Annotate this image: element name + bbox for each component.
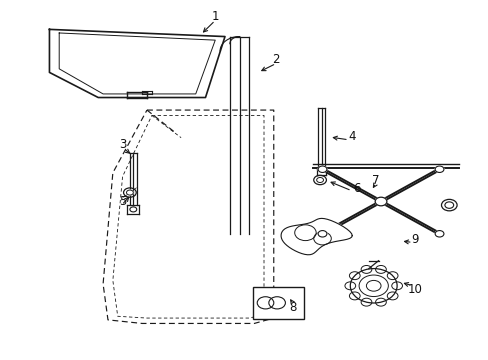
Text: 5: 5 [119,195,126,208]
Circle shape [375,298,386,306]
Circle shape [349,272,359,280]
Text: 7: 7 [372,174,379,186]
Circle shape [126,190,133,195]
Text: 6: 6 [352,183,360,195]
Text: 3: 3 [119,138,126,150]
Circle shape [316,177,323,183]
Circle shape [375,265,386,273]
Text: 10: 10 [407,283,422,296]
Circle shape [360,265,371,273]
Circle shape [349,292,359,300]
Text: 2: 2 [272,53,279,66]
Circle shape [386,272,397,280]
Circle shape [386,292,397,300]
Text: 9: 9 [410,233,418,246]
Circle shape [349,269,396,303]
Text: 4: 4 [347,130,355,144]
Circle shape [318,230,326,237]
Circle shape [374,197,386,206]
Circle shape [391,282,402,290]
Circle shape [434,230,443,237]
Circle shape [318,166,326,172]
Polygon shape [281,219,351,255]
Circle shape [360,298,371,306]
Text: 8: 8 [289,301,296,314]
Circle shape [434,166,443,172]
Circle shape [344,282,355,290]
Text: 1: 1 [211,10,219,23]
FancyBboxPatch shape [253,287,304,319]
